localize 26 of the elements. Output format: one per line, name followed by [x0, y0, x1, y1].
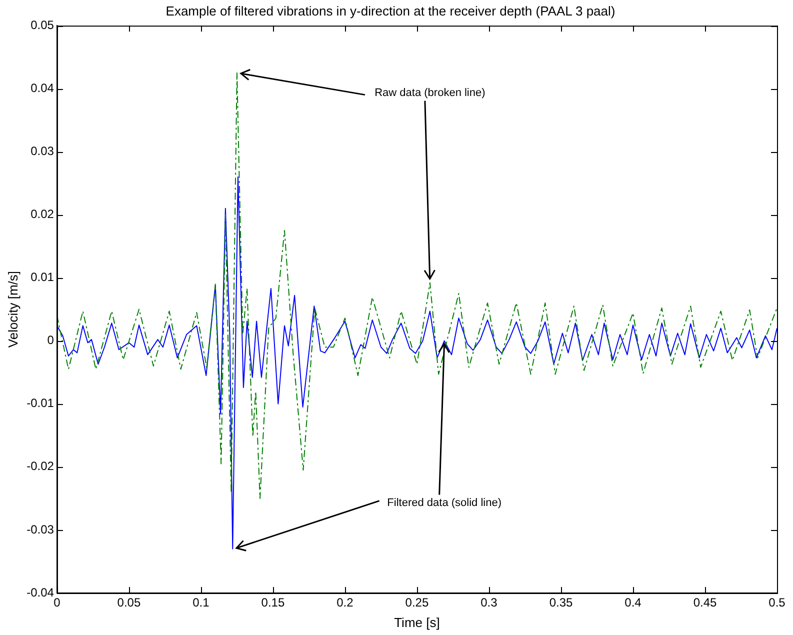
annotation: Raw data (broken line) — [374, 86, 486, 99]
x-tick-label: 0.1 — [192, 596, 210, 610]
y-tick-label: 0.03 — [30, 144, 54, 158]
x-axis-title: Time [s] — [394, 614, 440, 630]
y-axis-title: Velocity [m/s] — [5, 271, 20, 348]
x-tick-label: 0.45 — [693, 596, 717, 610]
line-series — [56, 72, 777, 499]
x-tick-label: 0.2 — [336, 596, 354, 610]
chart-title: Example of filtered vibrations in y-direction at the receiver depth (PAAL 3 paal) — [166, 3, 616, 18]
y-tick-label: 0.04 — [30, 80, 54, 95]
annotation: Filtered data (solid line) — [387, 496, 502, 509]
x-tick-label: 0.15 — [261, 596, 285, 610]
y-tick-label: 0.02 — [30, 207, 54, 222]
y-tick-label: 0.01 — [30, 270, 54, 284]
x-tick-label: 0.35 — [549, 596, 573, 610]
y-tick-label: -0.04 — [26, 585, 54, 600]
x-tick-label: 0.05 — [117, 596, 141, 610]
x-tick-label: 0.4 — [624, 596, 642, 610]
y-tick-label: -0.02 — [26, 459, 54, 474]
y-tick-label: 0.05 — [30, 18, 54, 32]
x-tick-label: 0.25 — [405, 596, 429, 610]
y-tick-label: 0 — [47, 333, 54, 348]
x-tick-label: 0.3 — [480, 596, 498, 610]
x-tick-label: 0.5 — [768, 596, 786, 610]
y-tick-label: -0.01 — [26, 396, 54, 410]
y-tick-label: -0.03 — [26, 522, 54, 536]
